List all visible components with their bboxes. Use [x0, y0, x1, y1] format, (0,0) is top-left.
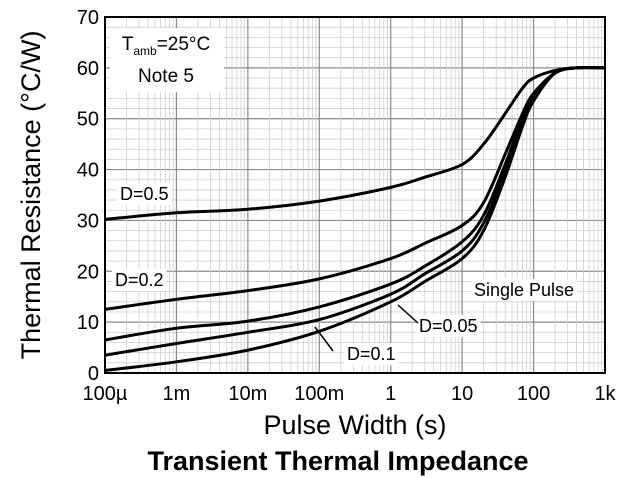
y-tick-label: 30 — [77, 210, 99, 232]
x-tick-label: 100µ — [83, 383, 128, 405]
ambient-temperature-label: Tamb=25°C — [122, 34, 211, 58]
curve-label-background — [471, 279, 578, 301]
y-axis-title: Thermal Resistance (°C/W) — [16, 31, 46, 360]
t-sub: amb — [133, 44, 157, 58]
curve-label-background — [112, 269, 167, 291]
x-tick-label: 1k — [594, 383, 616, 405]
y-tick-label: 70 — [77, 7, 99, 29]
y-tick-label: 40 — [77, 160, 99, 182]
curve-label-d-0-2: D=0.2 — [115, 270, 164, 290]
x-axis-title: Pulse Width (s) — [263, 410, 446, 440]
y-tick-label: 10 — [77, 312, 99, 334]
ambient-note: Tamb=25°C Note 5 — [110, 28, 224, 92]
curve-label-single-pulse: Single Pulse — [474, 280, 574, 300]
y-tick-label: 50 — [77, 109, 99, 131]
curve-label-d-0-05: D=0.05 — [419, 316, 478, 336]
leader-line — [397, 304, 419, 324]
x-tick-labels: 100µ 1m 10m 100m 1 10 100 1k — [83, 383, 617, 405]
t-main: T — [122, 34, 134, 55]
curve-label-background — [416, 315, 481, 337]
curve-label-d-0-5: D=0.5 — [120, 184, 169, 204]
curve-label-d-0-1: D=0.1 — [347, 344, 396, 364]
x-tick-label: 100m — [294, 383, 344, 405]
series-line-single-pulse — [104, 66, 606, 372]
y-tick-labels: 0 10 20 30 40 50 60 70 — [77, 7, 99, 385]
ambient-note-background — [110, 28, 224, 92]
x-tick-label: 100 — [517, 383, 550, 405]
x-tick-label: 1m — [163, 383, 191, 405]
plot-frame — [104, 16, 606, 374]
curve-label-background — [117, 183, 172, 205]
y-tick-label: 0 — [88, 363, 99, 385]
y-tick-label: 60 — [77, 58, 99, 80]
series-group — [104, 66, 606, 372]
curve-label-background — [344, 343, 399, 365]
x-tick-label: 1 — [385, 383, 396, 405]
x-tick-label: 10m — [228, 383, 267, 405]
series-line-d-0-5 — [104, 66, 606, 221]
curve-labels: D=0.5 D=0.2 D=0.1 D=0.05 Single Pulse — [112, 183, 578, 365]
note-label: Note 5 — [138, 66, 194, 87]
y-tick-label: 20 — [77, 261, 99, 283]
leader-line — [314, 326, 334, 352]
x-tick-label: 10 — [451, 383, 473, 405]
t-rest: =25°C — [157, 34, 211, 55]
chart-title: Transient Thermal Impedance — [147, 446, 528, 476]
